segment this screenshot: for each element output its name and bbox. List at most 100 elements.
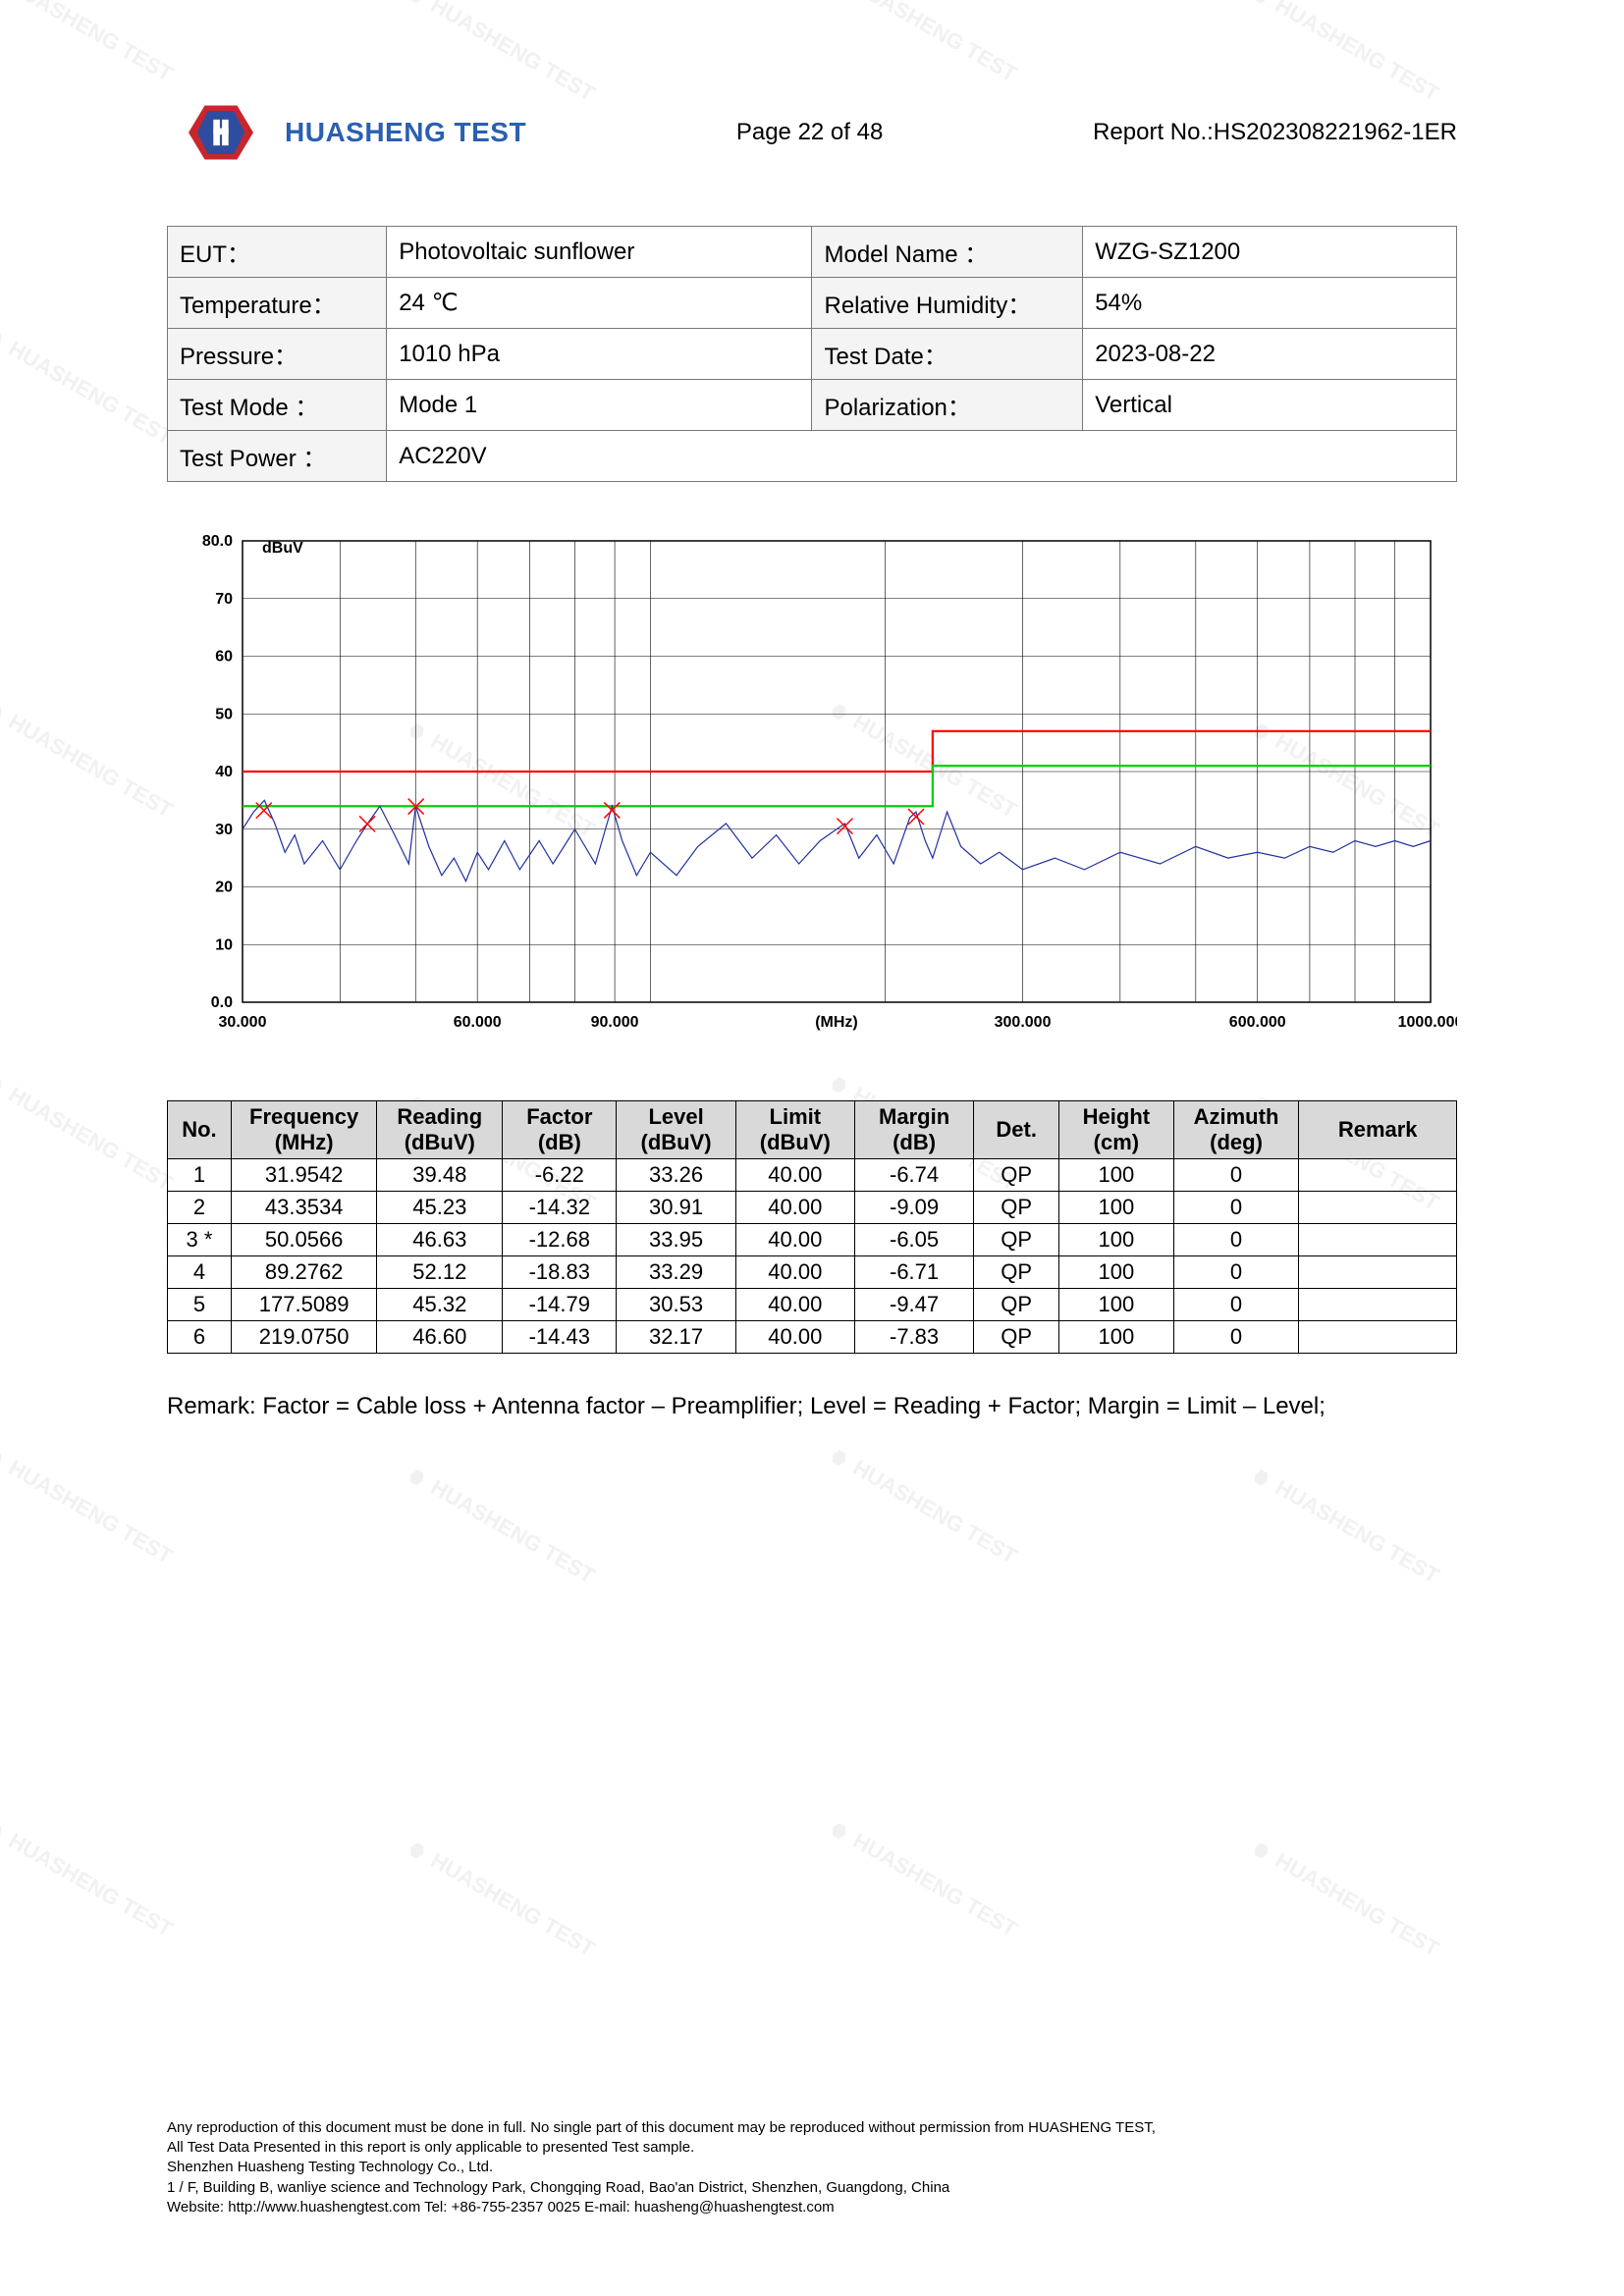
table-header: No. xyxy=(168,1101,232,1159)
logo-block: HUASHENG TEST xyxy=(167,88,526,177)
table-cell: 46.63 xyxy=(377,1224,503,1256)
svg-text:30.000: 30.000 xyxy=(219,1014,267,1031)
footer-line: All Test Data Presented in this report i… xyxy=(167,2138,1457,2158)
info-label: Relative Humidity： xyxy=(812,278,1083,329)
table-header: Reading(dBuV) xyxy=(377,1101,503,1159)
svg-text:30: 30 xyxy=(215,822,233,838)
info-value: AC220V xyxy=(387,431,1457,482)
info-label: Test Mode ： xyxy=(168,380,387,431)
info-value: Mode 1 xyxy=(387,380,812,431)
table-cell: -7.83 xyxy=(854,1321,973,1354)
remark-text: Remark: Factor = Cable loss + Antenna fa… xyxy=(167,1393,1457,1420)
info-label: EUT： xyxy=(168,227,387,278)
info-label: Temperature： xyxy=(168,278,387,329)
table-cell: -9.47 xyxy=(854,1289,973,1321)
table-cell: QP xyxy=(974,1289,1059,1321)
table-cell: 45.32 xyxy=(377,1289,503,1321)
watermark-text: HUASHENG TEST xyxy=(0,1813,177,1943)
chart-svg: 0.01020304050607080.0dBuV30.00060.00090.… xyxy=(167,531,1457,1041)
watermark-text: HUASHENG TEST xyxy=(823,1813,1021,1943)
table-cell: 100 xyxy=(1059,1256,1173,1289)
svg-text:0.0: 0.0 xyxy=(211,994,233,1011)
table-row: 5177.508945.32-14.7930.5340.00-9.47QP100… xyxy=(168,1289,1457,1321)
table-header: Azimuth(deg) xyxy=(1173,1101,1299,1159)
table-cell: 100 xyxy=(1059,1224,1173,1256)
info-value: WZG-SZ1200 xyxy=(1083,227,1457,278)
table-header: Det. xyxy=(974,1101,1059,1159)
table-row: 131.954239.48-6.2233.2640.00-6.74QP1000 xyxy=(168,1159,1457,1192)
table-row: 243.353445.23-14.3230.9140.00-9.09QP1000 xyxy=(168,1192,1457,1224)
info-value: 2023-08-22 xyxy=(1083,329,1457,380)
table-cell: QP xyxy=(974,1224,1059,1256)
footer-line: Any reproduction of this document must b… xyxy=(167,2118,1457,2138)
table-cell: 50.0566 xyxy=(231,1224,376,1256)
table-cell: 89.2762 xyxy=(231,1256,376,1289)
table-header: Frequency(MHz) xyxy=(231,1101,376,1159)
table-cell: 0 xyxy=(1173,1289,1299,1321)
table-cell: -14.43 xyxy=(503,1321,617,1354)
huasheng-logo-icon xyxy=(167,88,275,177)
report-number: Report No.:HS202308221962-1ER xyxy=(1093,119,1457,146)
table-cell: -14.32 xyxy=(503,1192,617,1224)
footer-line: Shenzhen Huasheng Testing Technology Co.… xyxy=(167,2158,1457,2177)
svg-text:60.000: 60.000 xyxy=(454,1014,502,1031)
table-header: Level(dBuV) xyxy=(617,1101,735,1159)
info-table: EUT：Photovoltaic sunflowerModel Name ：WZ… xyxy=(167,226,1457,482)
table-cell: 40.00 xyxy=(735,1159,854,1192)
table-cell: 40.00 xyxy=(735,1256,854,1289)
table-cell: 31.9542 xyxy=(231,1159,376,1192)
table-header: Margin(dB) xyxy=(854,1101,973,1159)
table-cell: 5 xyxy=(168,1289,232,1321)
svg-text:80.0: 80.0 xyxy=(202,533,233,550)
svg-text:dBuV: dBuV xyxy=(262,540,303,557)
footer-line: Website: http://www.huashengtest.com Tel… xyxy=(167,2198,1457,2217)
table-cell: 46.60 xyxy=(377,1321,503,1354)
table-cell: 100 xyxy=(1059,1159,1173,1192)
table-cell: 100 xyxy=(1059,1321,1173,1354)
page-footer: Any reproduction of this document must b… xyxy=(167,2118,1457,2217)
info-label: Model Name ： xyxy=(812,227,1083,278)
table-cell: 32.17 xyxy=(617,1321,735,1354)
table-cell: 33.26 xyxy=(617,1159,735,1192)
table-cell xyxy=(1299,1289,1457,1321)
table-cell: 0 xyxy=(1173,1224,1299,1256)
table-cell: -9.09 xyxy=(854,1192,973,1224)
table-cell: QP xyxy=(974,1192,1059,1224)
info-value: 54% xyxy=(1083,278,1457,329)
page-header: HUASHENG TEST Page 22 of 48 Report No.:H… xyxy=(167,88,1457,177)
svg-text:600.000: 600.000 xyxy=(1229,1014,1286,1031)
table-cell: QP xyxy=(974,1159,1059,1192)
info-value: Photovoltaic sunflower xyxy=(387,227,812,278)
table-cell: 6 xyxy=(168,1321,232,1354)
table-cell: 219.0750 xyxy=(231,1321,376,1354)
table-cell: -6.22 xyxy=(503,1159,617,1192)
table-cell xyxy=(1299,1224,1457,1256)
table-cell: 43.3534 xyxy=(231,1192,376,1224)
svg-text:(MHz): (MHz) xyxy=(815,1014,858,1031)
table-header: Remark xyxy=(1299,1101,1457,1159)
table-cell xyxy=(1299,1159,1457,1192)
info-value: 1010 hPa xyxy=(387,329,812,380)
table-row: 6219.075046.60-14.4332.1740.00-7.83QP100… xyxy=(168,1321,1457,1354)
table-cell: 2 xyxy=(168,1192,232,1224)
info-label: Polarization： xyxy=(812,380,1083,431)
table-cell xyxy=(1299,1192,1457,1224)
svg-text:10: 10 xyxy=(215,936,233,953)
table-cell: 100 xyxy=(1059,1192,1173,1224)
table-cell: 33.29 xyxy=(617,1256,735,1289)
table-cell: 40.00 xyxy=(735,1321,854,1354)
table-cell: 39.48 xyxy=(377,1159,503,1192)
emission-chart: 0.01020304050607080.0dBuV30.00060.00090.… xyxy=(167,531,1457,1041)
table-cell: -6.71 xyxy=(854,1256,973,1289)
table-cell: 45.23 xyxy=(377,1192,503,1224)
svg-text:20: 20 xyxy=(215,880,233,896)
measurement-data-table: No.Frequency(MHz)Reading(dBuV)Factor(dB)… xyxy=(167,1100,1457,1354)
table-cell: 40.00 xyxy=(735,1289,854,1321)
table-cell: QP xyxy=(974,1256,1059,1289)
table-header: Height(cm) xyxy=(1059,1101,1173,1159)
table-header: Factor(dB) xyxy=(503,1101,617,1159)
table-cell: -12.68 xyxy=(503,1224,617,1256)
page-number: Page 22 of 48 xyxy=(736,119,883,146)
table-header: Limit(dBuV) xyxy=(735,1101,854,1159)
info-label: Pressure： xyxy=(168,329,387,380)
